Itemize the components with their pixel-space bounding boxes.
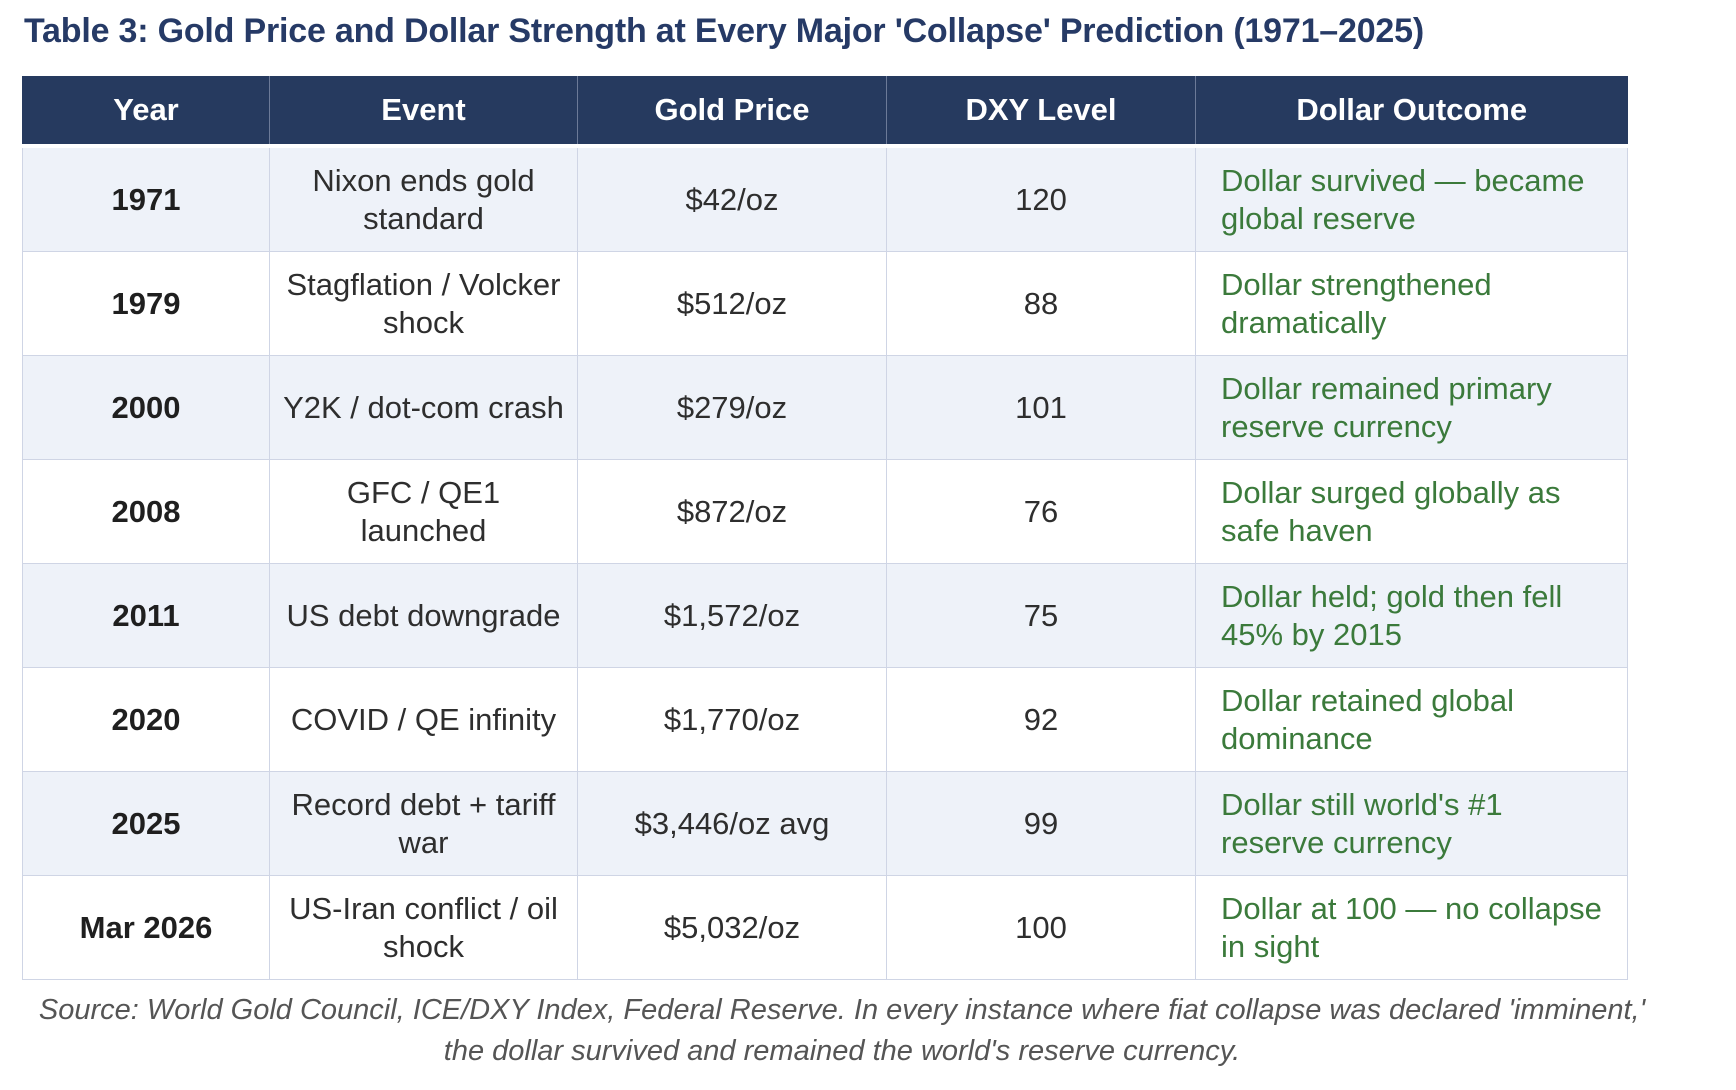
year-cell: 1979 (22, 251, 270, 356)
header-event: Event (269, 76, 578, 148)
gold-price-cell: $1,572/oz (577, 563, 887, 668)
table-row: 2008 GFC / QE1 launched $872/oz 76 Dolla… (22, 459, 1628, 564)
outcome-cell: Dollar remained primary reserve currency (1195, 355, 1628, 460)
dxy-cell: 120 (886, 145, 1196, 252)
header-row: Year Event Gold Price DXY Level Dollar O… (22, 76, 1628, 148)
table-row: Mar 2026 US-Iran conflict / oil shock $5… (22, 875, 1628, 980)
table-row: 2020 COVID / QE infinity $1,770/oz 92 Do… (22, 667, 1628, 772)
outcome-cell: Dollar survived — became global reserve (1195, 145, 1628, 252)
event-cell: Nixon ends gold standard (269, 145, 578, 252)
gold-dollar-table: Year Event Gold Price DXY Level Dollar O… (22, 76, 1628, 980)
table-row: 2011 US debt downgrade $1,572/oz 75 Doll… (22, 563, 1628, 668)
event-cell: GFC / QE1 launched (269, 459, 578, 564)
event-cell: Record debt + tariff war (269, 771, 578, 876)
dxy-cell: 101 (886, 355, 1196, 460)
dxy-cell: 99 (886, 771, 1196, 876)
year-cell: 2025 (22, 771, 270, 876)
year-cell: 2000 (22, 355, 270, 460)
gold-price-cell: $3,446/oz avg (577, 771, 887, 876)
outcome-cell: Dollar retained global dominance (1195, 667, 1628, 772)
table-row: 2000 Y2K / dot-com crash $279/oz 101 Dol… (22, 355, 1628, 460)
year-cell: 2020 (22, 667, 270, 772)
event-cell: COVID / QE infinity (269, 667, 578, 772)
gold-price-cell: $42/oz (577, 145, 887, 252)
year-cell: 2011 (22, 563, 270, 668)
dxy-cell: 88 (886, 251, 1196, 356)
header-year: Year (22, 76, 270, 148)
gold-price-cell: $5,032/oz (577, 875, 887, 980)
outcome-cell: Dollar surged globally as safe haven (1195, 459, 1628, 564)
gold-price-cell: $1,770/oz (577, 667, 887, 772)
source-note: Source: World Gold Council, ICE/DXY Inde… (38, 994, 1646, 1067)
table-row: 1971 Nixon ends gold standard $42/oz 120… (22, 145, 1628, 252)
event-cell: Y2K / dot-com crash (269, 355, 578, 460)
outcome-cell: Dollar strengthened dramatically (1195, 251, 1628, 356)
table-row: 1979 Stagflation / Volcker shock $512/oz… (22, 251, 1628, 356)
dxy-cell: 76 (886, 459, 1196, 564)
year-cell: 1971 (22, 145, 270, 252)
outcome-cell: Dollar held; gold then fell 45% by 2015 (1195, 563, 1628, 668)
dxy-cell: 75 (886, 563, 1196, 668)
table-row: 2025 Record debt + tariff war $3,446/oz … (22, 771, 1628, 876)
header-gold-price: Gold Price (577, 76, 887, 148)
year-cell: Mar 2026 (22, 875, 270, 980)
header-dxy-level: DXY Level (886, 76, 1196, 148)
outcome-cell: Dollar at 100 — no collapse in sight (1195, 875, 1628, 980)
dxy-cell: 92 (886, 667, 1196, 772)
table-title: Table 3: Gold Price and Dollar Strength … (24, 12, 1424, 50)
event-cell: Stagflation / Volcker shock (269, 251, 578, 356)
header-dollar-outcome: Dollar Outcome (1195, 76, 1628, 148)
event-cell: US-Iran conflict / oil shock (269, 875, 578, 980)
gold-price-cell: $279/oz (577, 355, 887, 460)
year-cell: 2008 (22, 459, 270, 564)
gold-price-cell: $872/oz (577, 459, 887, 564)
gold-price-cell: $512/oz (577, 251, 887, 356)
outcome-cell: Dollar still world's #1 reserve currency (1195, 771, 1628, 876)
dxy-cell: 100 (886, 875, 1196, 980)
event-cell: US debt downgrade (269, 563, 578, 668)
